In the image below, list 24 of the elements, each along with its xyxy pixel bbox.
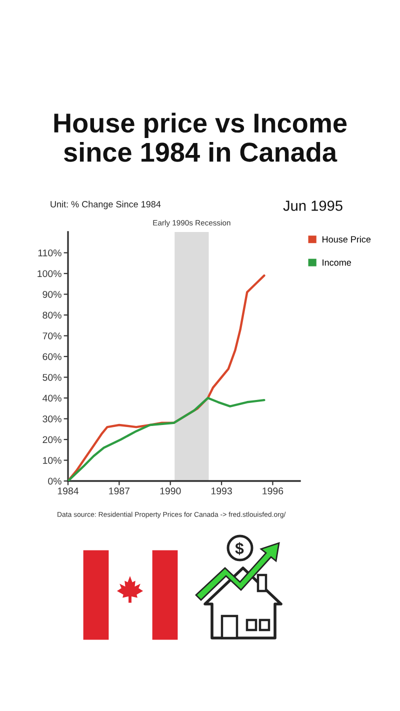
y-tick-label: 100%: [38, 270, 62, 278]
y-tick-label: 60%: [42, 353, 62, 360]
y-tick-label: 110%: [38, 249, 62, 256]
y-tick-label: 80%: [42, 312, 62, 319]
y-tick-label: 0%: [48, 478, 62, 485]
y-tick-label: 70%: [42, 332, 62, 340]
legend-label: House Price: [322, 236, 371, 243]
line-series: [68, 274, 266, 481]
y-tick-label: 20%: [42, 436, 62, 444]
y-tick-label: 50%: [42, 374, 62, 381]
x-tick-label: 1984: [58, 488, 79, 494]
text: Jun 1995: [283, 200, 342, 211]
y-tick-label: 90%: [42, 290, 62, 298]
y-tick-label: 10%: [43, 456, 62, 464]
y-tick-label: 30%: [42, 415, 62, 422]
x-tick-label: 1990: [160, 488, 181, 494]
y-tick-label: 40%: [42, 394, 62, 402]
x-tick-label: 1996: [262, 488, 284, 494]
x-tick-label: 1987: [109, 488, 130, 494]
chart-title: House price vs Income since 1984 in Canada: [54, 112, 347, 162]
x-tick-label: 1993: [211, 488, 232, 494]
chart-subtitle: Unit: % Change Since 1984: [50, 200, 161, 210]
legend-label: Income: [322, 259, 351, 266]
line-series: [68, 396, 266, 481]
